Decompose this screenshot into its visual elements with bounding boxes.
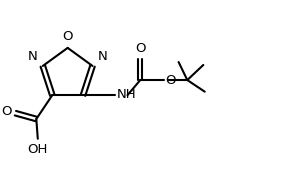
Text: O: O [62, 30, 73, 43]
Text: O: O [135, 42, 146, 55]
Text: NH: NH [117, 88, 136, 101]
Text: OH: OH [28, 143, 48, 156]
Text: O: O [2, 105, 12, 118]
Text: N: N [28, 50, 38, 63]
Text: O: O [165, 74, 175, 87]
Text: N: N [98, 50, 107, 63]
